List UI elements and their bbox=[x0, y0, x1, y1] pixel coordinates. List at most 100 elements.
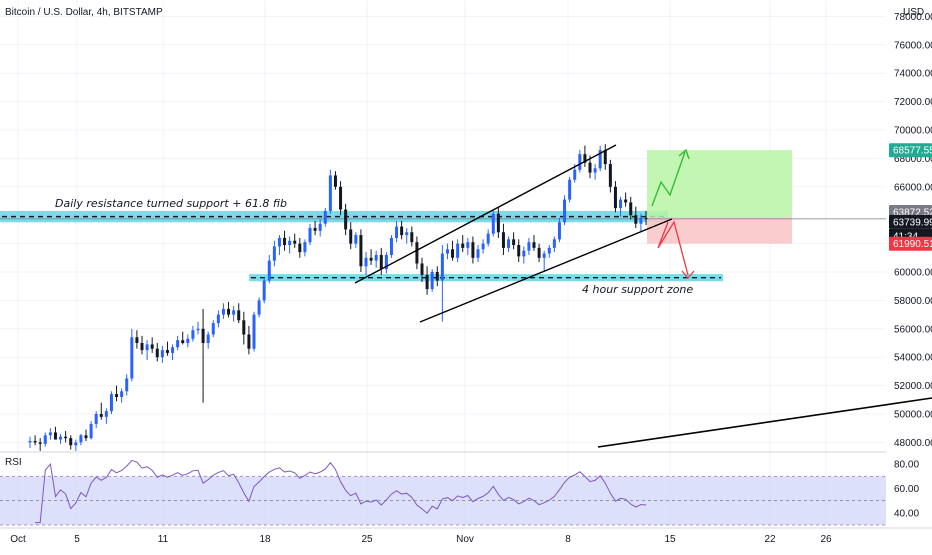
price-tag-label: 61990.51 bbox=[893, 239, 932, 250]
currency-label[interactable]: USD bbox=[903, 7, 924, 18]
candle-body bbox=[232, 310, 236, 315]
price-tick-label: 76000.00 bbox=[894, 40, 932, 51]
candle-body bbox=[557, 222, 561, 240]
target-zone[interactable] bbox=[647, 150, 792, 218]
candle-body bbox=[28, 440, 32, 443]
price-tick-label: 74000.00 bbox=[894, 69, 932, 80]
candle-body bbox=[440, 253, 444, 281]
candle-body bbox=[369, 257, 373, 261]
channel-lower-line[interactable] bbox=[419, 218, 673, 323]
candle-body bbox=[59, 436, 63, 440]
candle-body bbox=[171, 347, 175, 353]
candle-body bbox=[176, 340, 180, 348]
candle-body bbox=[104, 411, 108, 417]
price-tick-label: 48000.00 bbox=[894, 438, 932, 449]
price-tick-label: 50000.00 bbox=[894, 410, 932, 421]
candle-body bbox=[389, 237, 393, 255]
candle-body bbox=[644, 218, 648, 220]
candle-body bbox=[517, 245, 521, 257]
candle-body bbox=[125, 378, 129, 392]
candle-body bbox=[74, 442, 78, 446]
candle-body bbox=[201, 328, 205, 343]
candle-body bbox=[252, 314, 256, 349]
candle-body bbox=[211, 323, 215, 335]
candle-body bbox=[191, 330, 195, 339]
candle-body bbox=[308, 227, 312, 243]
candle-body bbox=[563, 199, 567, 223]
candle-body bbox=[400, 226, 404, 236]
candle-body bbox=[501, 232, 505, 248]
candle-body bbox=[89, 423, 93, 439]
candle-body bbox=[221, 308, 225, 315]
rsi-tick-label: 80.00 bbox=[894, 460, 919, 471]
candle-body bbox=[283, 237, 287, 246]
price-tag-label: 68577.55 bbox=[893, 146, 932, 157]
candle-body bbox=[496, 213, 500, 233]
price-tick-label: 52000.00 bbox=[894, 381, 932, 392]
candle-body bbox=[115, 394, 119, 397]
candle-body bbox=[405, 232, 409, 236]
candle-body bbox=[619, 199, 623, 209]
candle-body bbox=[186, 338, 190, 343]
daily-zone-label: Daily resistance turned support + 61.8 f… bbox=[55, 197, 287, 210]
candle-body bbox=[542, 253, 546, 258]
stop-zone[interactable] bbox=[647, 217, 792, 244]
rsi-line bbox=[35, 459, 647, 524]
candle-body bbox=[639, 218, 643, 224]
channel-upper-line[interactable] bbox=[354, 144, 617, 284]
candle-body bbox=[420, 263, 424, 275]
candle-body bbox=[461, 243, 465, 248]
candle-body bbox=[84, 435, 88, 439]
candles bbox=[28, 144, 648, 451]
rsi-label: RSI bbox=[5, 457, 22, 468]
candle-body bbox=[395, 226, 399, 238]
candle-body bbox=[288, 240, 292, 246]
price-tick-label: 68000.00 bbox=[894, 154, 932, 165]
time-tick-label: 8 bbox=[565, 534, 571, 545]
price-grid bbox=[0, 0, 886, 528]
candle-body bbox=[277, 237, 281, 247]
long-trend-line[interactable] bbox=[597, 397, 932, 448]
time-tick-label: 18 bbox=[259, 534, 271, 545]
price-axis[interactable]: 78000.00 76000.00 74000.00 72000.00 70000.00… bbox=[894, 12, 932, 519]
candle-body bbox=[140, 343, 144, 351]
time-tick-label: Nov bbox=[456, 534, 474, 545]
candle-body bbox=[262, 280, 266, 301]
candle-body bbox=[323, 210, 327, 224]
time-tick-label: 26 bbox=[820, 534, 832, 545]
candle-body bbox=[69, 438, 73, 446]
candle-body bbox=[145, 344, 149, 351]
daily-support-zone[interactable] bbox=[0, 210, 668, 223]
candle-body bbox=[313, 227, 317, 231]
bearish-scenario-arrow bbox=[657, 220, 689, 276]
candle-body bbox=[430, 272, 434, 290]
time-tick-label: 11 bbox=[158, 534, 169, 545]
candle-body bbox=[48, 432, 52, 436]
candle-body bbox=[471, 242, 475, 258]
rsi-panel bbox=[35, 459, 647, 524]
candle-body bbox=[578, 154, 582, 170]
candle-body bbox=[206, 334, 210, 343]
candle-body bbox=[247, 334, 251, 349]
candle-body bbox=[435, 272, 439, 281]
time-tick-label: 15 bbox=[664, 534, 676, 545]
rsi-tick-label: 60.00 bbox=[894, 484, 919, 495]
candle-body bbox=[333, 175, 337, 187]
candle-body bbox=[227, 308, 231, 315]
candle-body bbox=[384, 254, 388, 270]
candle-body bbox=[216, 314, 220, 324]
bullish-scenario-arrow bbox=[651, 151, 686, 207]
candle-body bbox=[629, 202, 633, 216]
candle-body bbox=[374, 254, 378, 261]
candle-body bbox=[328, 175, 332, 211]
candle-body bbox=[293, 240, 297, 244]
price-tag-bg bbox=[889, 214, 932, 229]
candle-body bbox=[466, 242, 470, 248]
price-tick-label: 72000.00 bbox=[894, 97, 932, 108]
time-axis[interactable]: Oct 5 11 18 25 Nov 8 15 22 26 bbox=[0, 527, 932, 545]
candle-body bbox=[583, 154, 587, 163]
candle-body bbox=[552, 239, 556, 248]
candle-body bbox=[354, 235, 358, 244]
